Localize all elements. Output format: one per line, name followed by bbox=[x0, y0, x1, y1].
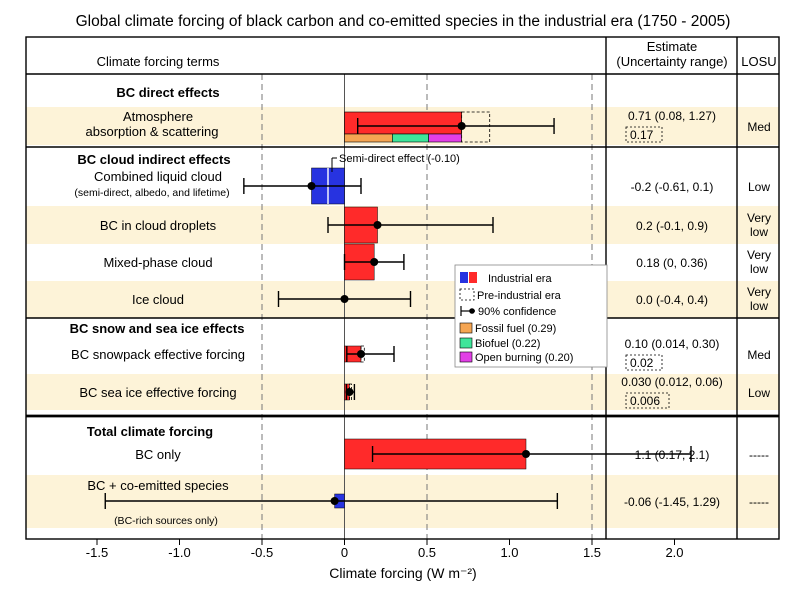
legend-biofuel: Biofuel (0.22) bbox=[475, 338, 540, 350]
preindustrial-estimate-box bbox=[625, 354, 663, 371]
value-point bbox=[373, 221, 382, 229]
x-axis-label: Climate forcing (W m⁻²) bbox=[329, 565, 476, 581]
row-label: BC only bbox=[135, 447, 181, 462]
losu-value: Very bbox=[747, 211, 771, 225]
estimate-value: 0.71 (0.08, 1.27) bbox=[628, 109, 716, 123]
legend-industrial: Industrial era bbox=[488, 273, 552, 285]
bar-component bbox=[344, 133, 393, 143]
losu-value: Very bbox=[747, 285, 771, 299]
legend-swatch-positive bbox=[469, 272, 477, 283]
preindustrial-estimate: 0.006 bbox=[630, 394, 660, 408]
header-losu: LOSU bbox=[741, 54, 776, 69]
section-heading-direct: BC direct effects bbox=[116, 85, 219, 100]
value-point bbox=[370, 258, 379, 266]
legend-swatch-fossil bbox=[459, 322, 473, 334]
x-tick-label: 1.5 bbox=[583, 545, 601, 560]
legend-preindustrial: Pre-industrial era bbox=[477, 290, 562, 302]
value-point bbox=[522, 450, 530, 458]
losu-value: ----- bbox=[749, 448, 769, 462]
x-tick-label: 2.0 bbox=[665, 545, 683, 560]
losu-value: Low bbox=[748, 386, 770, 400]
row-label: BC sea ice effective forcing bbox=[79, 385, 236, 400]
header-estimate: Estimate bbox=[647, 39, 698, 54]
value-point bbox=[340, 295, 349, 303]
row-label: Atmosphere bbox=[123, 109, 193, 124]
bar-component bbox=[428, 133, 462, 143]
row-label: BC in cloud droplets bbox=[100, 218, 217, 233]
preindustrial-estimate: 0.02 bbox=[630, 356, 654, 370]
preindustrial-estimate-box bbox=[625, 392, 670, 409]
losu-value: Low bbox=[748, 180, 770, 194]
losu-value: Med bbox=[747, 348, 770, 362]
losu-value: ----- bbox=[749, 495, 769, 509]
row-label: BC snowpack effective forcing bbox=[71, 347, 245, 362]
row-label: BC + co-emitted species bbox=[87, 478, 229, 493]
x-tick-label: 0 bbox=[341, 545, 348, 560]
section-heading-total: Total climate forcing bbox=[87, 424, 213, 439]
losu-value: Med bbox=[747, 120, 770, 134]
preindustrial-estimate-box bbox=[625, 126, 663, 143]
row-sublabel: (BC-rich sources only) bbox=[114, 515, 218, 527]
losu-value: Very bbox=[747, 248, 771, 262]
header-terms: Climate forcing terms bbox=[97, 54, 220, 69]
row-label: Combined liquid cloud bbox=[94, 169, 222, 184]
estimate-value: 1.1 (0.17, 2.1) bbox=[635, 448, 710, 462]
legend-box bbox=[454, 264, 608, 368]
chart-title: Global climate forcing of black carbon a… bbox=[76, 13, 731, 30]
bar-component bbox=[392, 133, 429, 143]
row-sublabel: (semi-direct, albedo, and lifetime) bbox=[74, 187, 229, 199]
preindustrial-estimate: 0.17 bbox=[630, 128, 654, 142]
legend-confidence: 90% confidence bbox=[478, 306, 556, 318]
estimate-value: 0.2 (-0.1, 0.9) bbox=[636, 219, 708, 233]
legend-swatch-preindustrial bbox=[459, 288, 475, 301]
bar-atmosphere bbox=[344, 111, 462, 135]
losu-value: low bbox=[750, 262, 768, 276]
legend-burning: Open burning (0.20) bbox=[475, 352, 573, 364]
x-tick-label: -1.0 bbox=[168, 545, 190, 560]
outer-border bbox=[25, 36, 780, 540]
x-tick-label: -1.5 bbox=[86, 545, 108, 560]
losu-value: low bbox=[750, 299, 768, 313]
estimate-value: -0.2 (-0.61, 0.1) bbox=[631, 180, 714, 194]
value-point bbox=[307, 182, 316, 190]
row-sublabel: absorption & scattering bbox=[86, 124, 219, 139]
section-heading-cloud: BC cloud indirect effects bbox=[77, 152, 230, 167]
x-tick-label: -0.5 bbox=[251, 545, 273, 560]
value-point bbox=[330, 497, 339, 505]
estimate-value: 0.10 (0.014, 0.30) bbox=[625, 337, 720, 351]
row-shade bbox=[26, 374, 779, 410]
estimate-value: 0.18 (0, 0.36) bbox=[636, 256, 707, 270]
header-uncertainty: (Uncertainty range) bbox=[616, 54, 727, 69]
estimate-value: 0.030 (0.012, 0.06) bbox=[621, 375, 722, 389]
semi-direct-annotation: Semi-direct effect (-0.10) bbox=[339, 153, 460, 165]
row-label: Ice cloud bbox=[132, 292, 184, 307]
value-point bbox=[457, 122, 466, 130]
value-point bbox=[357, 350, 365, 358]
legend: Industrial era Pre-industrial era 90% co… bbox=[454, 264, 608, 368]
legend-swatch-negative bbox=[460, 272, 468, 283]
legend-swatch-biofuel bbox=[459, 337, 473, 349]
row-label: Mixed-phase cloud bbox=[103, 255, 212, 270]
estimate-value: 0.0 (-0.4, 0.4) bbox=[636, 293, 708, 307]
x-axis: -1.5 -1.0 -0.5 0 0.5 1.0 1.5 2.0 bbox=[86, 539, 684, 560]
estimate-value: -0.06 (-1.45, 1.29) bbox=[624, 495, 720, 509]
x-tick-label: 0.5 bbox=[418, 545, 436, 560]
losu-value: low bbox=[750, 225, 768, 239]
x-tick-label: 1.0 bbox=[500, 545, 518, 560]
bars bbox=[104, 111, 692, 509]
section-heading-snow: BC snow and sea ice effects bbox=[70, 321, 245, 336]
legend-errorbar-dot bbox=[469, 308, 475, 314]
legend-fossil: Fossil fuel (0.29) bbox=[475, 323, 556, 335]
value-point bbox=[345, 388, 354, 396]
legend-swatch-burning bbox=[459, 351, 473, 363]
